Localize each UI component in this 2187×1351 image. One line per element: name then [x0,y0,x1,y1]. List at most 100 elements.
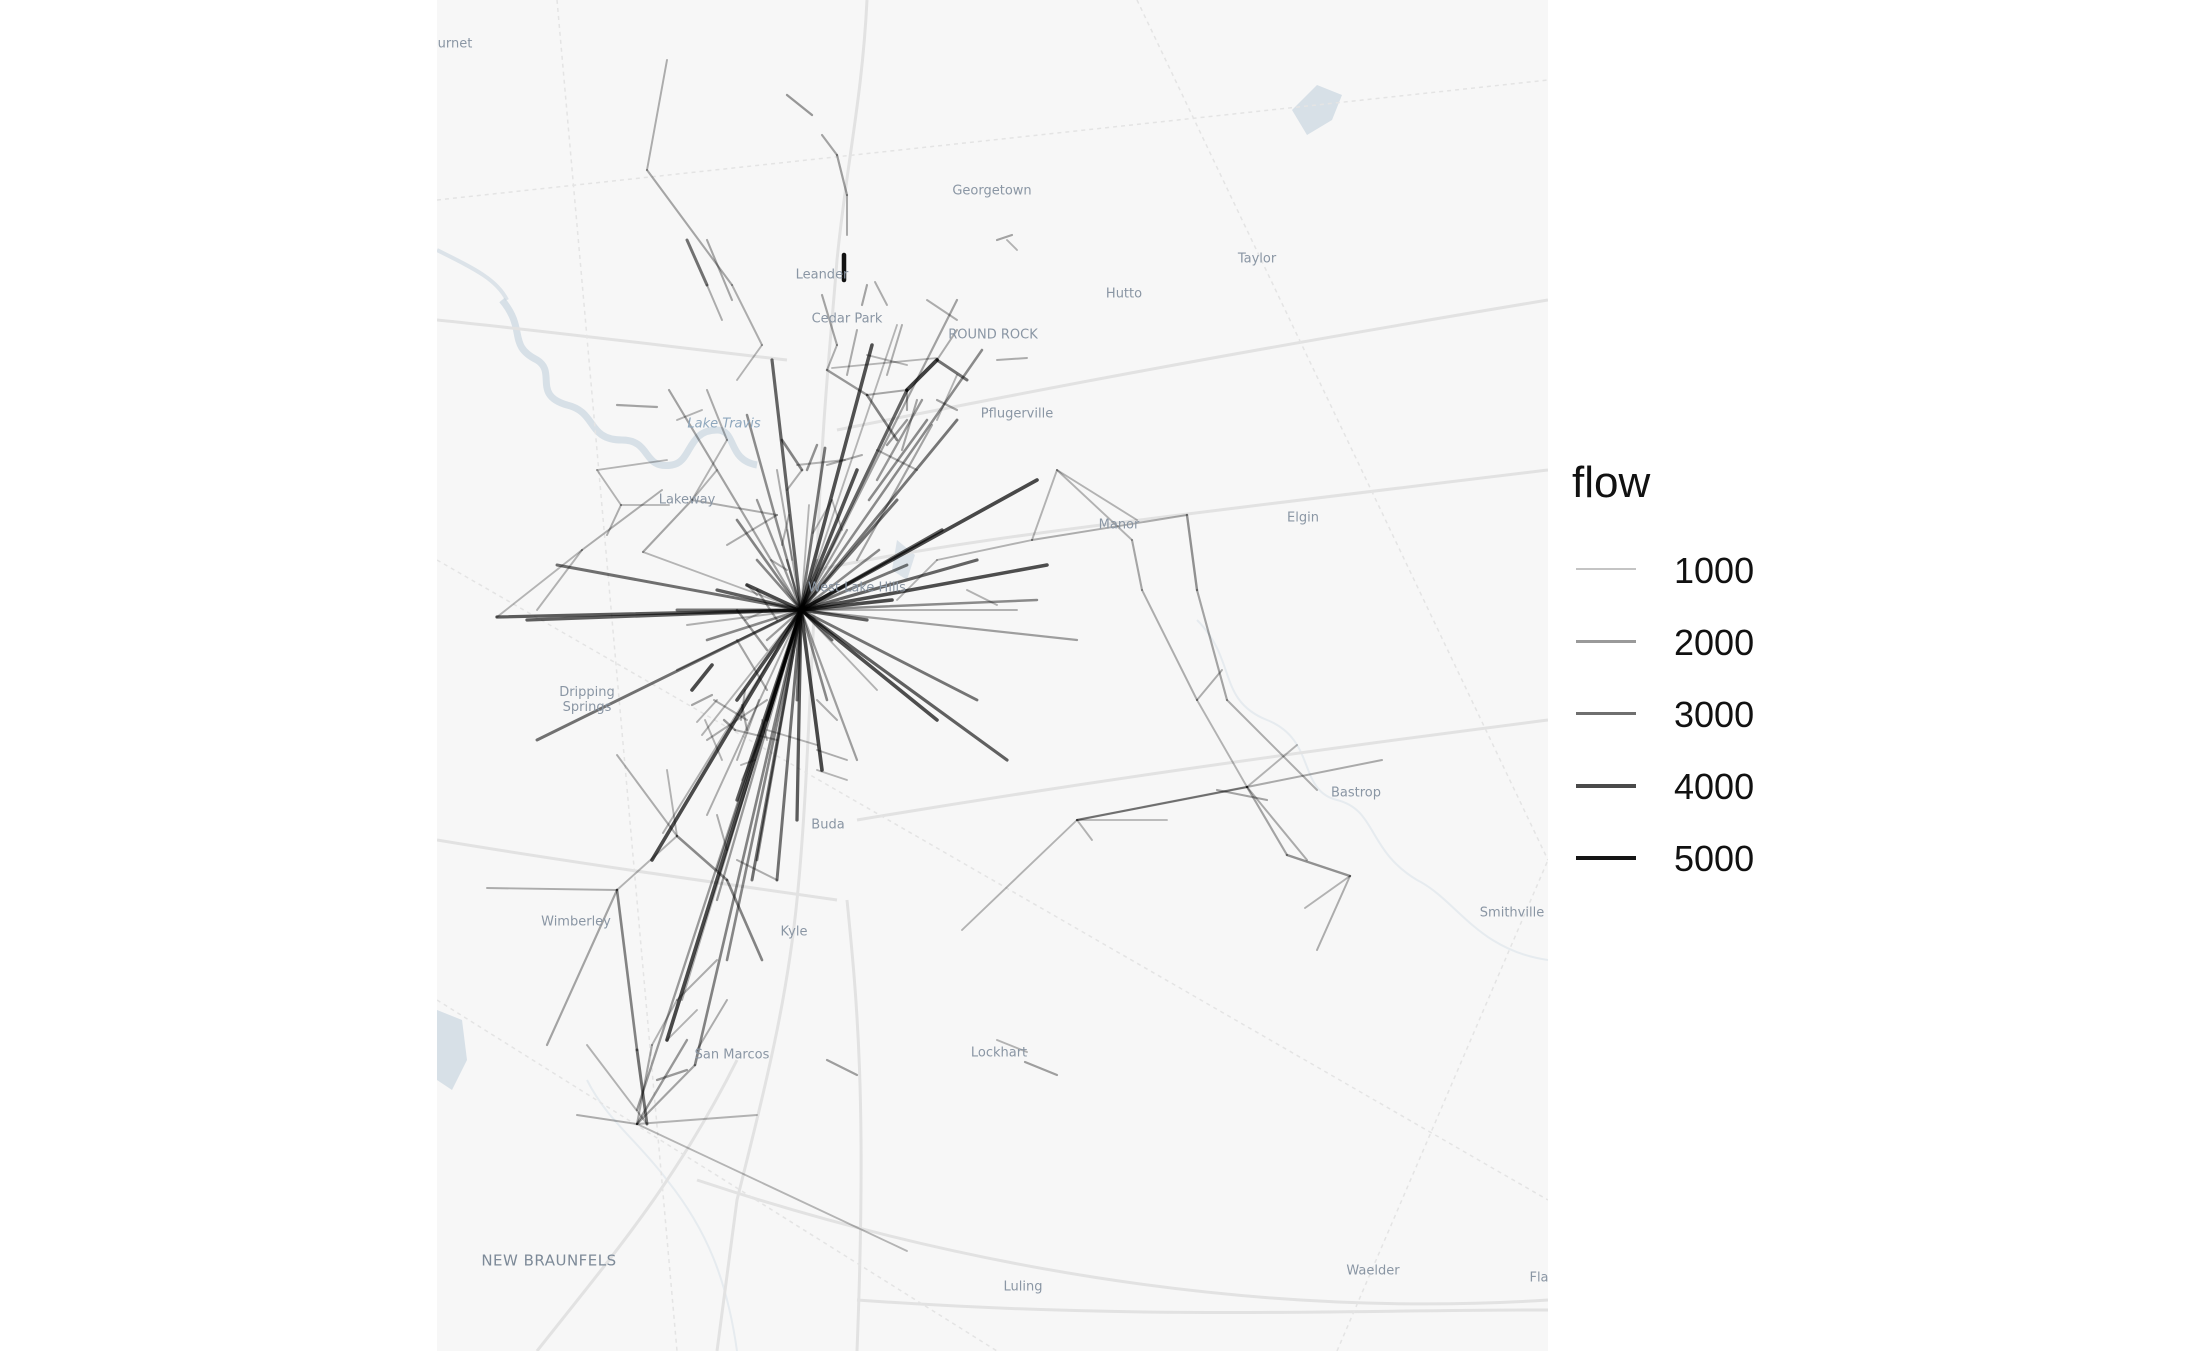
flow-line-118 [536,549,583,611]
flow-line-4 [799,446,827,612]
flow-line-176 [865,393,899,442]
flow-line-107 [855,423,934,562]
flow-line-77 [706,284,723,321]
flow-line-12 [799,468,859,612]
flow-line-9 [799,348,984,612]
basemap-features [437,0,1548,1351]
flow-line-111 [691,499,778,516]
place-label-flatonia: Fla [1529,1270,1548,1286]
flow-line-167 [636,1123,908,1252]
flow-line-61 [681,609,802,1001]
flow-line-103 [825,453,864,467]
place-label-round-rock: ROUND ROCK [948,327,1038,343]
flow-line-173 [666,1009,698,1041]
flow-line-200 [1316,875,1351,951]
flow-line-196 [1195,588,1229,702]
flow-line-24 [799,608,939,722]
legend-line-2000 [1576,640,1636,643]
flow-line-152 [816,699,838,721]
flow-line-155 [675,834,729,882]
place-label-cedar-park: Cedar Park [811,311,883,327]
flow-line-63 [693,608,803,1067]
flow-line-37 [686,609,802,626]
flow-line-177 [936,374,958,421]
flow-line-137 [696,699,718,723]
flow-line-49 [662,609,802,834]
flow-line-145 [736,699,760,761]
place-label-smithville: Smithville [1479,905,1545,921]
flow-line-16 [799,563,909,612]
flow-line-159 [486,887,618,891]
legend-line-3000 [1576,712,1636,716]
legend-label-4000: 4000 [1674,766,1755,807]
flow-line-18 [799,563,1049,612]
flow-line-142 [705,698,769,742]
place-label-buda: Buda [811,817,845,833]
flow-line-189 [1196,699,1248,788]
flow-line-133 [690,663,714,692]
flow-line-36 [745,583,803,612]
flow-line-92 [825,368,869,397]
flow-line-88 [845,328,859,377]
road-line [715,0,869,1351]
flow-line-126 [786,529,793,561]
flow-line-41 [799,608,869,622]
flow-line-169 [651,999,678,1046]
flow-line-122 [691,469,718,501]
flow-line-58 [750,608,803,882]
road-line [816,468,1548,572]
flow-line-187 [961,819,1078,931]
place-label-san-marcos: San Marcos [694,1047,770,1063]
flow-line-114 [596,459,668,471]
flow-line-110 [641,498,694,554]
flow-map-svg [437,0,1548,1351]
flow-line-91 [831,357,938,369]
flow-line-147 [736,859,778,881]
flow-line-140 [734,729,778,741]
flow-line-141 [761,719,768,741]
flow-line-6 [799,343,874,612]
flow-line-42 [799,598,894,612]
flow-line-195 [1185,513,1199,592]
flow-line-172 [696,999,728,1051]
flow-line-79 [785,93,814,117]
road-line [845,899,863,1351]
flow-line-57 [725,608,803,962]
flow-line-21 [799,598,1039,612]
flow-line-53 [795,608,803,822]
flow-line-73 [645,168,734,287]
flow-line-190 [1141,589,1198,701]
county-boundary [437,559,1548,1201]
place-label-leander: Leander [795,267,849,283]
flow-line-134 [690,693,714,707]
flow-line-84 [860,283,869,307]
flow-line-46 [535,608,803,742]
flow-line-74 [731,284,763,346]
flow-line-89 [886,324,903,376]
flow-line-20 [799,608,1079,642]
flow-line-168 [635,1043,654,1126]
lake-shape [1292,85,1342,135]
legend-key-2000: 2000 [1576,616,1816,668]
flow-line-65 [495,608,803,619]
place-label-georgetown: Georgetown [952,183,1032,199]
flow-line-55 [706,609,802,816]
flow-line-121 [676,409,703,421]
flow-line-174 [825,1058,859,1077]
flow-line-180 [995,233,1014,242]
flow-line-178 [926,299,958,321]
flow-line-11 [799,388,909,612]
place-label-new-braunfels: NEW BRAUNFELS [481,1251,617,1270]
flow-line-157 [616,835,678,891]
flow-line-93 [865,388,909,397]
flow-line-193 [1031,469,1058,541]
flow-line-81 [835,153,849,197]
flow-line-148 [741,739,761,781]
flow-line-95 [905,358,939,392]
flow-line-160 [545,888,619,1047]
flow-line-198 [1245,785,1289,857]
county-boundary [437,79,1548,201]
flow-line-146 [716,814,728,851]
flow-line-115 [596,469,622,506]
flow-line-45 [755,558,803,612]
